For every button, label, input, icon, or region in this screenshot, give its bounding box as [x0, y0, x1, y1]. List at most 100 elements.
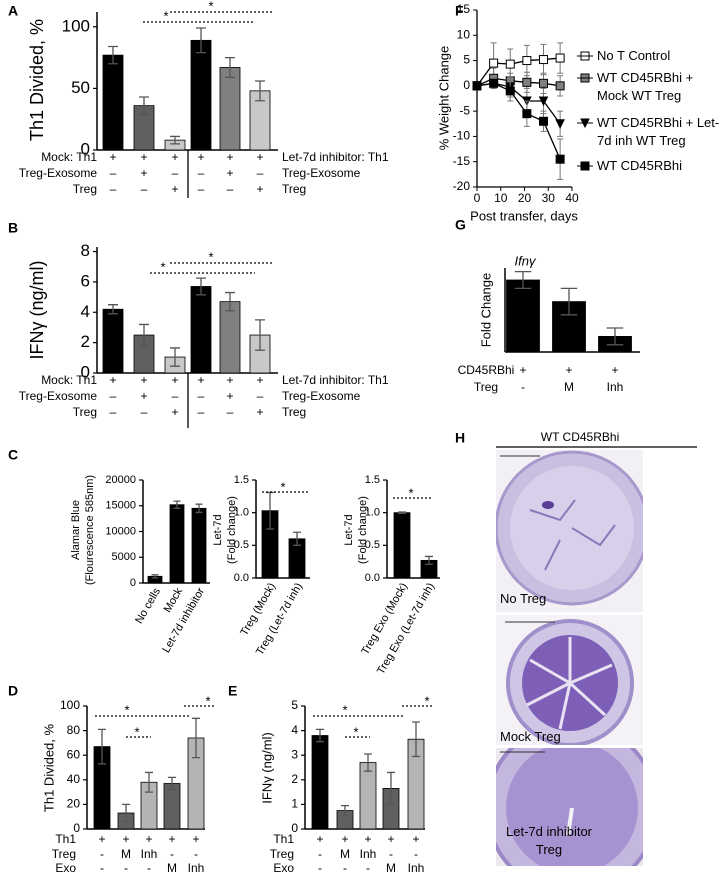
- significance-label: *: [408, 485, 413, 500]
- legend-label: WT CD45RBhi + Let-7d inh WT Treg: [597, 115, 720, 148]
- histology-label-box: Let-7d inhibitor Treg: [506, 824, 592, 857]
- error-bar: [255, 80, 265, 102]
- data-point: [489, 58, 499, 68]
- chart-title: Ifnγ: [515, 253, 537, 268]
- significance-label: *: [124, 702, 129, 717]
- bar: [169, 504, 185, 584]
- condition-mark: +: [171, 405, 178, 419]
- y-tick-label: -10: [453, 129, 471, 143]
- bar: [219, 301, 241, 374]
- y-tick-label: 5: [291, 698, 298, 712]
- error-bar: [108, 45, 118, 65]
- bar: [190, 286, 212, 374]
- condition-mark: +: [122, 832, 129, 846]
- condition-label: Treg: [282, 405, 306, 419]
- y-tick-label: 3: [291, 747, 298, 761]
- condition-mark: +: [171, 150, 178, 164]
- significance-label: *: [205, 693, 210, 708]
- condition-mark: –: [227, 182, 234, 196]
- bar: [393, 512, 411, 579]
- condition-mark: +: [168, 832, 175, 846]
- bar: [191, 507, 207, 584]
- y-tick-label: 2: [291, 772, 298, 786]
- condition-label: Treg-Exosome: [19, 389, 98, 403]
- y-tick-label: 10: [457, 27, 471, 41]
- x-tick-label: 40: [565, 191, 579, 205]
- histology-image: [496, 450, 643, 612]
- y-tick-label: 80: [67, 723, 81, 737]
- significance-label: *: [280, 479, 285, 494]
- x-tick-label: No cells: [133, 586, 163, 626]
- error-bar: [173, 500, 181, 509]
- y-tick-label: 0.0: [365, 572, 380, 584]
- condition-label: Treg-Exosome: [282, 389, 361, 403]
- condition-label: Treg: [52, 847, 76, 861]
- legend-label: No T Control: [597, 48, 671, 63]
- histology-label-box: Mock Treg: [500, 729, 561, 744]
- error-bar: [364, 753, 372, 772]
- condition-mark: +: [145, 832, 152, 846]
- y-tick-label: 1.0: [234, 507, 249, 519]
- condition-mark: -: [147, 861, 151, 875]
- condition-mark: +: [519, 363, 526, 377]
- data-point: [555, 53, 565, 63]
- y-axis-label: Th1 Divided, %: [41, 723, 56, 812]
- condition-mark: Inh: [408, 861, 425, 875]
- data-point: [555, 154, 565, 164]
- histology-label: Mock Treg: [500, 729, 561, 744]
- y-axis-label: Alamar Blue: [70, 500, 82, 560]
- error-bar: [196, 27, 206, 54]
- y-tick-label: 15000: [105, 500, 136, 512]
- error-bar: [139, 323, 149, 347]
- bar: [359, 762, 377, 830]
- data-point: [472, 81, 482, 91]
- y-tick-label: 40: [67, 772, 81, 786]
- y-tick-label: 2: [81, 332, 90, 351]
- condition-mark: –: [198, 405, 205, 419]
- y-axis-label: IFNγ (ng/ml): [27, 261, 47, 360]
- y-tick-label: 1.5: [365, 474, 380, 486]
- data-point: [522, 109, 532, 119]
- condition-mark: Inh: [607, 380, 624, 394]
- error-bar: [606, 327, 624, 346]
- condition-mark: +: [387, 832, 394, 846]
- panel-letter: H: [455, 430, 465, 446]
- y-axis-label: (Flourescence 585nm): [84, 475, 96, 585]
- condition-mark: +: [98, 832, 105, 846]
- y-tick-label: 5: [463, 53, 470, 67]
- y-tick-label: -5: [459, 103, 470, 117]
- condition-label: Treg: [73, 405, 97, 419]
- y-tick-label: 1.5: [234, 474, 249, 486]
- y-tick-label: -15: [453, 154, 471, 168]
- y-tick-label: 0.5: [365, 539, 380, 551]
- condition-label: Th1: [273, 832, 294, 846]
- error-bar: [293, 531, 301, 546]
- condition-label: Treg-Exosome: [19, 166, 98, 180]
- y-tick-label: 0: [81, 362, 90, 381]
- condition-label: Let-7d inhibitor: Th1: [282, 373, 389, 387]
- condition-mark: M: [121, 847, 131, 861]
- legend-label-box: WT CD45RBhi + Mock WT Treg: [597, 70, 693, 103]
- y-tick-label: 60: [67, 747, 81, 761]
- legend-label-box: WT CD45RBhi: [597, 158, 682, 173]
- condition-mark: +: [140, 389, 147, 403]
- data-point: [555, 119, 565, 129]
- y-axis-label: Let-7d: [343, 514, 355, 545]
- x-tick-label: 30: [542, 191, 556, 205]
- condition-label: Mock: Th1: [41, 150, 97, 164]
- error-bar: [108, 304, 118, 315]
- data-point: [539, 55, 548, 65]
- y-tick-label: 0: [130, 577, 136, 589]
- condition-mark: +: [412, 832, 419, 846]
- significance-label: *: [424, 693, 429, 708]
- condition-label: Treg-Exosome: [282, 166, 361, 180]
- histology-label-box: No Treg: [500, 591, 546, 606]
- condition-mark: +: [197, 150, 204, 164]
- condition-mark: +: [256, 182, 263, 196]
- error-bar: [398, 511, 406, 514]
- error-bar: [122, 803, 130, 823]
- y-axis-label: % Weight Change: [436, 46, 451, 151]
- y-tick-label: 5000: [112, 551, 136, 563]
- data-point: [555, 81, 565, 91]
- condition-mark: +: [226, 166, 233, 180]
